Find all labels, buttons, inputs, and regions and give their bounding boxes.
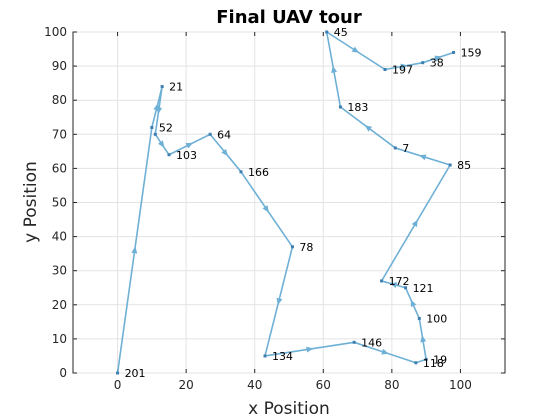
tour-node bbox=[153, 132, 157, 136]
node-label: 19 bbox=[433, 353, 447, 366]
direction-arrow bbox=[157, 140, 165, 148]
grid bbox=[73, 31, 505, 374]
x-tick-label: 0 bbox=[114, 378, 122, 392]
node-label: 121 bbox=[413, 282, 434, 295]
y-axis-label: y Position bbox=[21, 161, 41, 243]
direction-arrow bbox=[400, 63, 408, 70]
tour-node bbox=[150, 125, 154, 129]
tour-node bbox=[414, 361, 418, 365]
direction-arrow bbox=[131, 246, 138, 254]
axis-ticks: 0 20 40 60 80 100 0 10 20 30 40 50 60 70 80 90 100 bbox=[44, 25, 505, 392]
node-label: 172 bbox=[389, 275, 410, 288]
direction-arrow bbox=[306, 346, 314, 353]
x-tick-label: 100 bbox=[449, 378, 472, 392]
node-label: 166 bbox=[248, 166, 269, 179]
node-label: 45 bbox=[334, 26, 348, 39]
y-tick-label: 50 bbox=[52, 196, 67, 210]
node-label: 183 bbox=[347, 101, 368, 114]
y-tick-label: 90 bbox=[52, 59, 67, 73]
tour-node bbox=[424, 357, 428, 361]
tour-node bbox=[338, 105, 342, 109]
tour-node bbox=[208, 132, 212, 136]
tour-node bbox=[263, 354, 267, 358]
tour-path bbox=[116, 31, 454, 374]
node-label: 78 bbox=[299, 241, 313, 254]
node-label: 146 bbox=[361, 336, 382, 349]
y-tick-label: 10 bbox=[52, 332, 67, 346]
tour-node bbox=[383, 68, 387, 72]
direction-arrow bbox=[389, 282, 398, 289]
x-tick-label: 80 bbox=[384, 378, 399, 392]
y-tick-label: 100 bbox=[44, 25, 67, 39]
node-label: 64 bbox=[217, 128, 231, 141]
node-label: 100 bbox=[426, 312, 447, 325]
tour-node bbox=[239, 170, 243, 174]
direction-arrow bbox=[331, 65, 338, 74]
y-tick-label: 30 bbox=[52, 264, 67, 278]
node-label: 159 bbox=[461, 46, 482, 59]
direction-arrow bbox=[411, 219, 418, 228]
y-tick-label: 70 bbox=[52, 127, 67, 141]
tour-node bbox=[352, 340, 356, 344]
direction-arrow bbox=[262, 205, 269, 213]
y-tick-label: 60 bbox=[52, 161, 67, 175]
x-tick-label: 20 bbox=[179, 378, 194, 392]
chart-title: Final UAV tour bbox=[216, 7, 362, 28]
x-axis-label: x Position bbox=[248, 399, 330, 419]
direction-arrow bbox=[351, 46, 360, 53]
tour-node bbox=[448, 163, 452, 167]
node-label: 134 bbox=[272, 350, 293, 363]
direction-arrow bbox=[276, 297, 283, 306]
x-tick-label: 40 bbox=[247, 378, 262, 392]
node-label: 21 bbox=[169, 81, 183, 94]
tour-node bbox=[167, 153, 171, 157]
direction-arrow bbox=[410, 299, 417, 308]
y-tick-label: 80 bbox=[52, 93, 67, 107]
node-label: 85 bbox=[457, 159, 471, 172]
tour-node bbox=[116, 371, 120, 375]
y-tick-label: 40 bbox=[52, 230, 67, 244]
direction-arrow bbox=[185, 142, 194, 149]
direction-arrow bbox=[156, 107, 163, 115]
tour-node bbox=[452, 50, 456, 54]
y-tick-label: 20 bbox=[52, 298, 67, 312]
direction-arrow bbox=[420, 334, 427, 343]
node-label: 197 bbox=[392, 64, 413, 77]
tour-node bbox=[380, 279, 384, 283]
tour-node bbox=[325, 30, 329, 34]
node-label: 38 bbox=[430, 57, 444, 70]
tour-node bbox=[393, 146, 397, 150]
node-label: 118 bbox=[423, 357, 444, 370]
tour-node bbox=[417, 316, 421, 320]
tour-node bbox=[404, 286, 408, 290]
tour-nodes bbox=[116, 30, 456, 375]
direction-arrow bbox=[418, 154, 427, 161]
tour-node bbox=[160, 85, 164, 89]
direction-arrow bbox=[434, 55, 442, 62]
tour-node bbox=[290, 245, 294, 249]
y-tick-label: 0 bbox=[59, 366, 67, 380]
node-label: 103 bbox=[176, 149, 197, 162]
direction-arrow bbox=[381, 348, 389, 355]
node-label: 52 bbox=[159, 121, 173, 134]
node-label: 201 bbox=[125, 367, 146, 380]
direction-arrow bbox=[221, 148, 229, 157]
tour-node bbox=[421, 61, 425, 65]
tour-segment bbox=[415, 358, 427, 364]
x-tick-label: 60 bbox=[316, 378, 331, 392]
direction-arrow bbox=[364, 125, 373, 132]
node-label: 7 bbox=[402, 142, 409, 155]
